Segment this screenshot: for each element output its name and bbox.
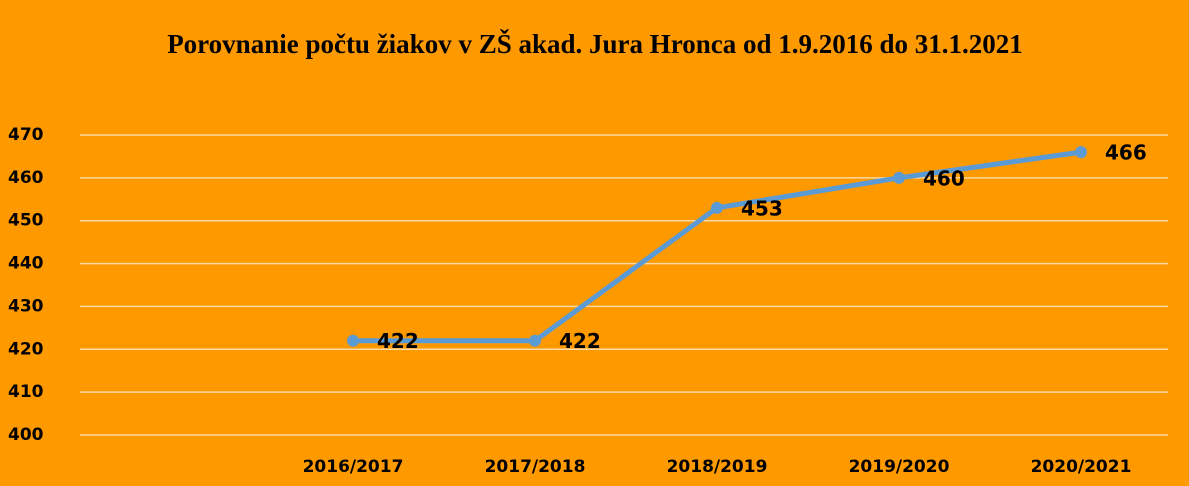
y-tick-label: 460 — [8, 168, 44, 188]
x-tick-label: 2020/2021 — [1031, 457, 1132, 477]
y-tick-label: 440 — [8, 254, 44, 274]
chart-title: Porovnanie počtu žiakov v ZŠ akad. Jura … — [167, 29, 1023, 59]
data-label: 460 — [923, 166, 965, 190]
x-tick-label: 2019/2020 — [849, 457, 950, 477]
marker — [893, 171, 905, 184]
y-tick-label: 470 — [8, 125, 44, 145]
y-tick-label: 410 — [8, 382, 44, 402]
marker — [1075, 146, 1087, 159]
data-label: 422 — [559, 329, 601, 353]
marker — [711, 201, 723, 214]
data-label: 422 — [377, 329, 419, 353]
y-tick-label: 420 — [8, 339, 44, 359]
x-tick-label: 2018/2019 — [667, 457, 768, 477]
x-tick-label: 2016/2017 — [303, 457, 404, 477]
data-label: 466 — [1105, 141, 1147, 165]
line — [353, 149, 1082, 344]
marker — [529, 334, 541, 347]
x-tick-label: 2017/2018 — [485, 457, 586, 477]
y-tick-label: 430 — [8, 296, 44, 316]
y-tick-label: 450 — [8, 211, 44, 231]
y-tick-label: 400 — [8, 425, 44, 445]
marker — [347, 334, 359, 347]
data-label: 453 — [741, 196, 783, 220]
